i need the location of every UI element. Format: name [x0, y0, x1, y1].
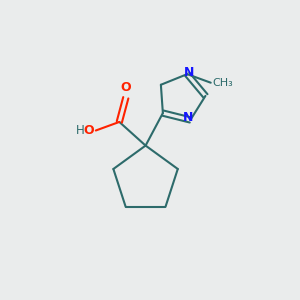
Text: H: H: [76, 124, 85, 137]
Text: N: N: [184, 66, 195, 79]
Text: O: O: [121, 81, 131, 94]
Text: N: N: [183, 110, 193, 124]
Text: O: O: [83, 124, 94, 137]
Text: CH₃: CH₃: [212, 78, 233, 88]
